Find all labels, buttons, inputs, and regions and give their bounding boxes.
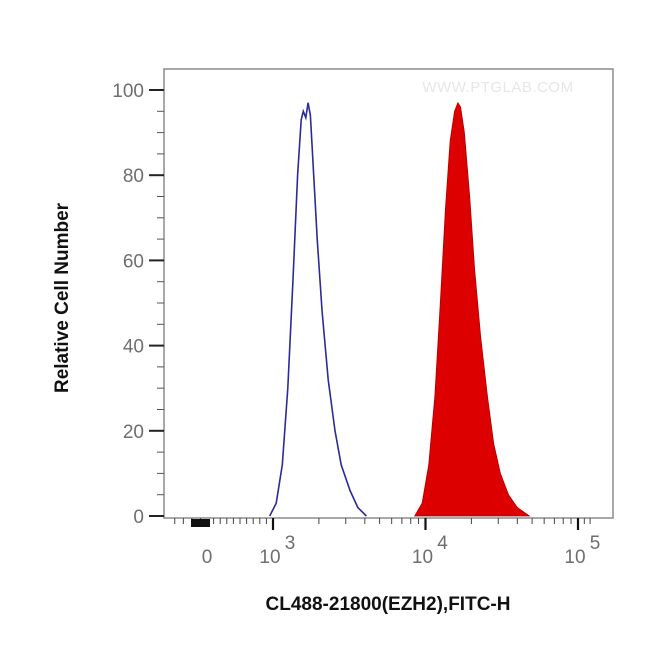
- y-tick-label: 80: [123, 166, 144, 187]
- x-tick-exponent: 5: [590, 533, 601, 554]
- x-tick-label: 10: [564, 547, 585, 568]
- x-tick-exponent: 4: [437, 533, 448, 554]
- x-tick-label: 10: [412, 547, 433, 568]
- y-axis: 0 20 40 60 80 100: [112, 81, 164, 528]
- y-tick-label: 0: [133, 507, 144, 528]
- x-tick-label: 10: [259, 547, 280, 568]
- y-tick-label: 20: [123, 422, 144, 443]
- y-axis-title: Relative Cell Number: [52, 202, 73, 393]
- watermark-text: WWW.PTGLAB.COM: [422, 79, 573, 96]
- stained-histogram-area: [414, 101, 531, 517]
- plot-frame: [163, 68, 614, 519]
- x-zero-tick-cluster: [191, 519, 210, 527]
- y-tick-label: 100: [112, 81, 144, 102]
- control-histogram-line: [268, 102, 367, 517]
- x-tick-label: 0: [202, 547, 213, 568]
- x-axis-title: CL488-21800(EZH2),FITC-H: [266, 594, 511, 615]
- y-tick-label: 40: [123, 337, 144, 358]
- x-tick-exponent: 3: [285, 533, 296, 554]
- y-tick-label: 60: [123, 251, 144, 272]
